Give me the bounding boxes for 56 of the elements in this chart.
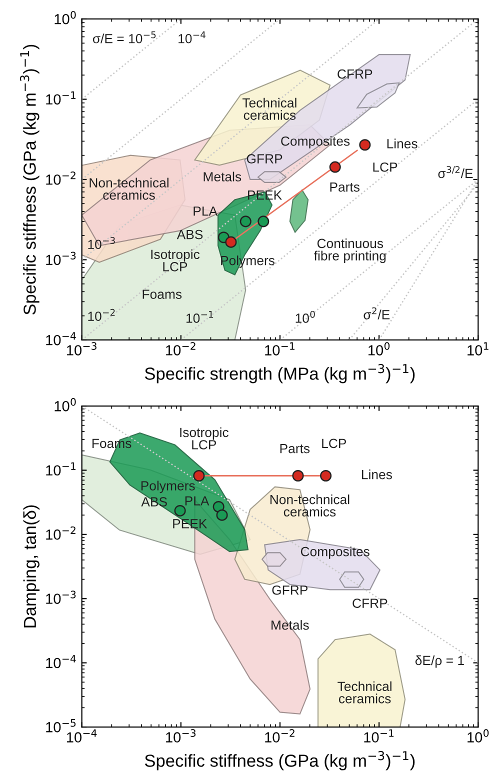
annotation: σ$^{2}$/E <box>364 307 390 320</box>
y-tick-label: 10$^{−3}$ <box>46 252 76 266</box>
annotation: Isotropic LCP <box>180 427 228 450</box>
annotation: 10$^{0}$ <box>296 310 315 323</box>
x-tick-label: 10$^{0}$ <box>468 729 489 742</box>
x-tick-label: 10$^{1}$ <box>468 342 488 356</box>
x-tick-label: 10$^{−1}$ <box>265 342 294 356</box>
annotation: σ$^{3/2}$/E <box>438 166 473 178</box>
annotation: PLA <box>194 206 218 216</box>
y-tick-label: 10$^{−2}$ <box>46 172 76 185</box>
annotation: Technical ceramics <box>242 98 296 120</box>
annotation: 10$^{−2}$ <box>88 308 115 321</box>
y-tick-label: 10$^{0}$ <box>54 398 76 412</box>
annotation: 10$^{−1}$ <box>186 310 214 323</box>
annotation: Lines <box>362 470 392 480</box>
x-tick-label: 10$^{−3}$ <box>166 729 196 742</box>
x-axis-title: Specific strength (MPa (kg m$^{−3}$)$^{−1}$) <box>144 364 415 384</box>
y-axis-title: Damping, tan(δ) <box>23 505 40 628</box>
annotation: Lines <box>387 138 418 148</box>
y-tick-label: 10$^{−1}$ <box>46 462 76 476</box>
x-tick-label: 10$^{0}$ <box>368 342 390 356</box>
x-tick-label: 10$^{−1}$ <box>364 729 394 742</box>
annotation: Technical ceramics <box>338 681 392 704</box>
y-tick-label: 10$^{−3}$ <box>46 590 76 604</box>
annotation: 10$^{−4}$ <box>178 31 206 44</box>
annotation: Composites <box>300 546 370 559</box>
y-axis-title: Specific stiffness (GPa (kg m$^{−3}$)$^{−1}$) <box>20 44 40 315</box>
annotation: LCP <box>373 162 398 172</box>
annotation: Isotropic LCP <box>151 249 200 272</box>
annotation: LCP <box>322 438 346 448</box>
annotation: δE/ρ = 1 <box>415 655 464 668</box>
x-tick-label: 10$^{−2}$ <box>166 342 196 356</box>
annotation: σ/E = 10$^{−5}$ <box>92 31 156 44</box>
y-tick-label: 10$^{−2}$ <box>46 526 76 540</box>
annotation: PLA <box>185 496 210 506</box>
annotation: CFRP <box>352 598 388 608</box>
annotation: 10$^{−3}$ <box>88 237 115 250</box>
annotation: GFRP <box>246 154 282 164</box>
annotation: Composites <box>281 136 350 148</box>
annotation: Parts <box>280 444 310 454</box>
y-tick-label: 10$^{0}$ <box>54 11 76 24</box>
annotation: Non-technical ceramics <box>90 178 168 200</box>
annotation: CFRP <box>338 69 372 79</box>
y-tick-label: 10$^{−1}$ <box>46 91 76 105</box>
annotation: Polymers <box>141 480 195 494</box>
y-tick-label: 10$^{−4}$ <box>46 654 76 668</box>
annotation: Metals <box>204 172 242 182</box>
annotation: Metals <box>272 620 309 630</box>
x-axis-title: Specific stiffness (GPa (kg m$^{−3}$)$^{−1}$) <box>144 751 415 770</box>
annotation: Non-technical ceramics <box>270 494 350 517</box>
annotation: Foams <box>142 290 182 299</box>
annotation: Parts <box>330 182 360 192</box>
annotation: Continuous fibre printing <box>314 238 386 264</box>
x-tick-label: 10$^{−2}$ <box>265 729 294 742</box>
annotation: ABS <box>176 230 203 240</box>
annotation: GFRP <box>272 585 308 595</box>
